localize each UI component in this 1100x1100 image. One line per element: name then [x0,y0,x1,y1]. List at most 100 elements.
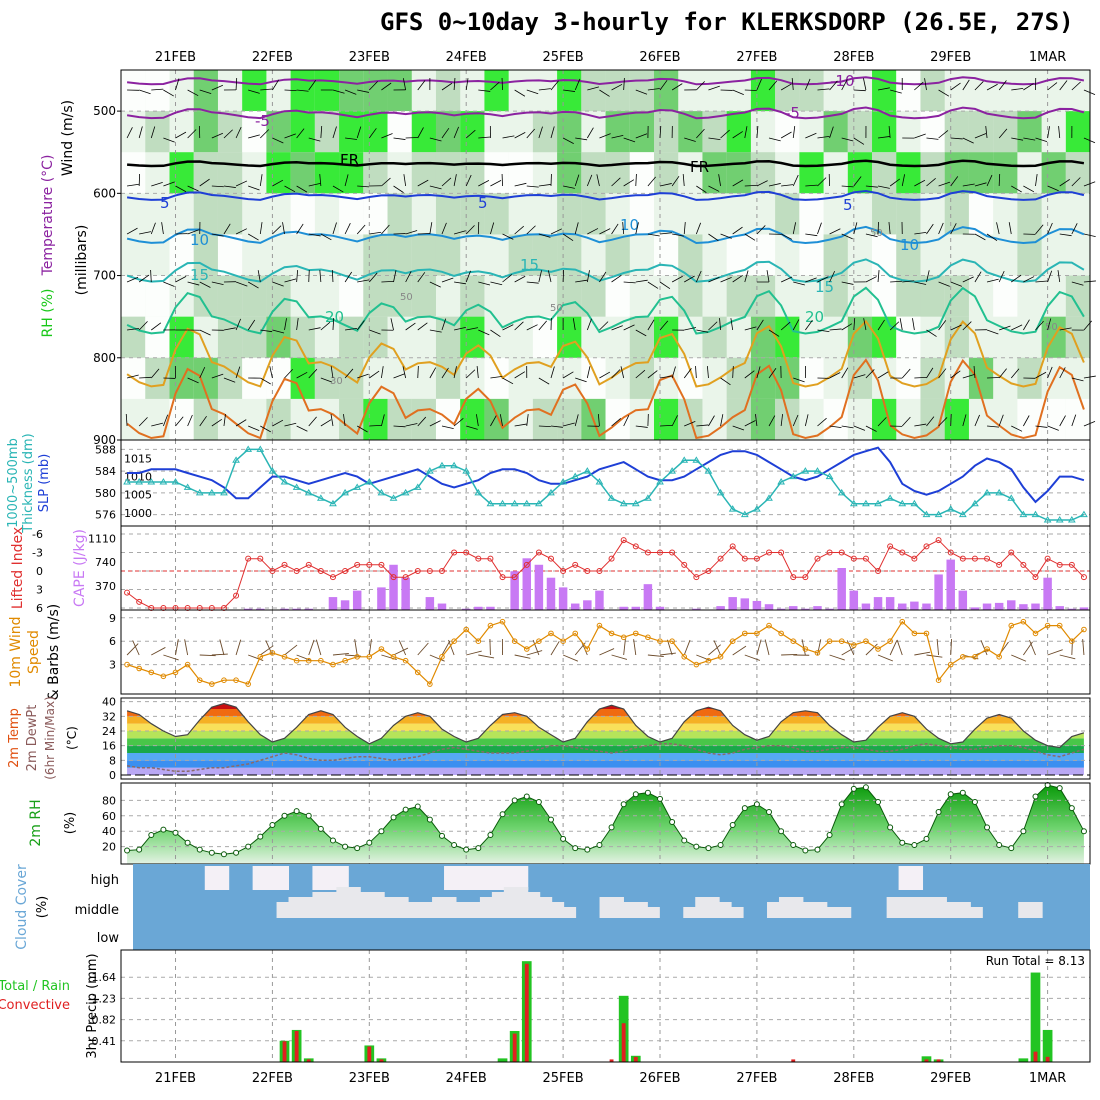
thickness-tick-label: 584 [95,465,116,478]
rh-marker [366,839,373,846]
wind-barb [441,367,449,379]
lifted-index-marker [245,555,252,562]
wind-barb [926,367,934,379]
wind-barb [1035,371,1047,379]
precip-convective-bar [367,1046,372,1062]
wind-barb [151,422,164,427]
lifted-index-marker [778,549,785,556]
pressure-tick-label: 500 [93,104,116,118]
rh-marker [233,849,240,856]
wind10-barb [489,638,491,656]
rh-marker [547,816,554,823]
wind-barb [974,271,982,283]
cape-bar [1067,608,1077,610]
wind-barb [1011,185,1022,193]
cloud-middle-block [432,897,445,918]
wind-barb [344,174,349,187]
wind10-speed-marker [269,650,276,656]
wind-barb [550,228,562,235]
thickness-marker [849,499,858,507]
wind-barb [768,415,776,427]
thickness-marker [498,499,507,507]
rh-shade-cell [678,357,703,399]
lifted-index-marker [584,568,591,574]
wind-barb [514,423,527,427]
wind10-speed-marker [814,650,821,656]
wind-barb [235,366,241,379]
rh-shade-cell [702,152,727,194]
wind10-speed-marker [766,622,772,629]
cloud-middle-block [910,897,924,918]
wind10-speed-marker [463,626,470,633]
lifted-index-marker [1068,561,1075,568]
cape-bar [280,608,289,610]
rh-shade-cell [968,111,994,153]
rh-shade-cell [944,111,969,153]
temperature-contour [126,189,1085,201]
lifted-index-marker [814,555,821,562]
slp-label-line3: SLP (mb) [37,454,52,513]
rh-shade-cell [411,234,436,276]
thickness-marker [692,456,701,463]
cloud-middle-block [288,897,301,918]
lifted-index-marker [293,568,300,574]
wind-barb [696,185,707,193]
wind-barb [357,185,370,188]
thickness-marker [534,499,543,507]
wind-barb [490,329,501,338]
wind-barb [562,371,574,379]
wind-barb [235,419,247,427]
wind-barb [126,127,133,139]
cape-bar [595,590,604,610]
panel-frame [120,525,1091,611]
cloud-middle-block [647,907,660,918]
wind-barb [708,137,721,141]
cloud-middle-block [922,897,935,918]
wind10-speed-marker [838,638,845,645]
rh-marker [681,837,688,844]
wind-barb [1035,137,1048,142]
wind-barb [465,174,472,187]
wind-barb [659,375,672,379]
wind-barb [175,276,187,283]
wind-barb [684,137,696,142]
cloud-middle-block [408,902,421,918]
rh-shade-cell [145,316,170,358]
cloud-middle-block [276,902,290,918]
wind-barb [841,185,854,188]
temp-label-line2: 2m DewPt [25,705,40,772]
rh-shade-cell [532,398,558,440]
lifted-index-marker [887,543,894,550]
slp-tick-label: 1000 [124,507,152,520]
wind-barb [901,174,906,187]
cloud-middle-block [444,897,457,918]
wind-barb [163,181,175,187]
wind10-speed-marker [875,646,881,652]
wind-barb [744,370,755,379]
cape-bar [752,600,762,610]
wind-barb [974,133,987,139]
rh-marker [802,847,809,854]
wind-barb [623,137,636,143]
wind10-barb [248,654,264,661]
rh-shade-cell [363,70,388,112]
thickness-marker [486,499,495,507]
wind-barb [611,177,621,187]
rh-marker [717,842,724,849]
wind-barb [466,425,478,430]
rh-shade-cell [460,111,485,153]
wind10-barb [683,639,691,656]
wind-barb [888,126,891,139]
wind-barb [586,174,593,187]
wind-barb [284,368,294,379]
wind-barb [356,425,368,433]
rh-shade-cell [920,152,945,194]
wind10-barb [666,639,673,656]
wind-barb [865,276,877,283]
wind10-barb [936,639,940,656]
rh-shade-cell [532,316,558,358]
cloud-middle-block [695,897,708,918]
cape-bar [655,606,665,610]
date-label-bottom: 29FEB [930,1071,971,1086]
lifted-index-marker [717,555,724,562]
